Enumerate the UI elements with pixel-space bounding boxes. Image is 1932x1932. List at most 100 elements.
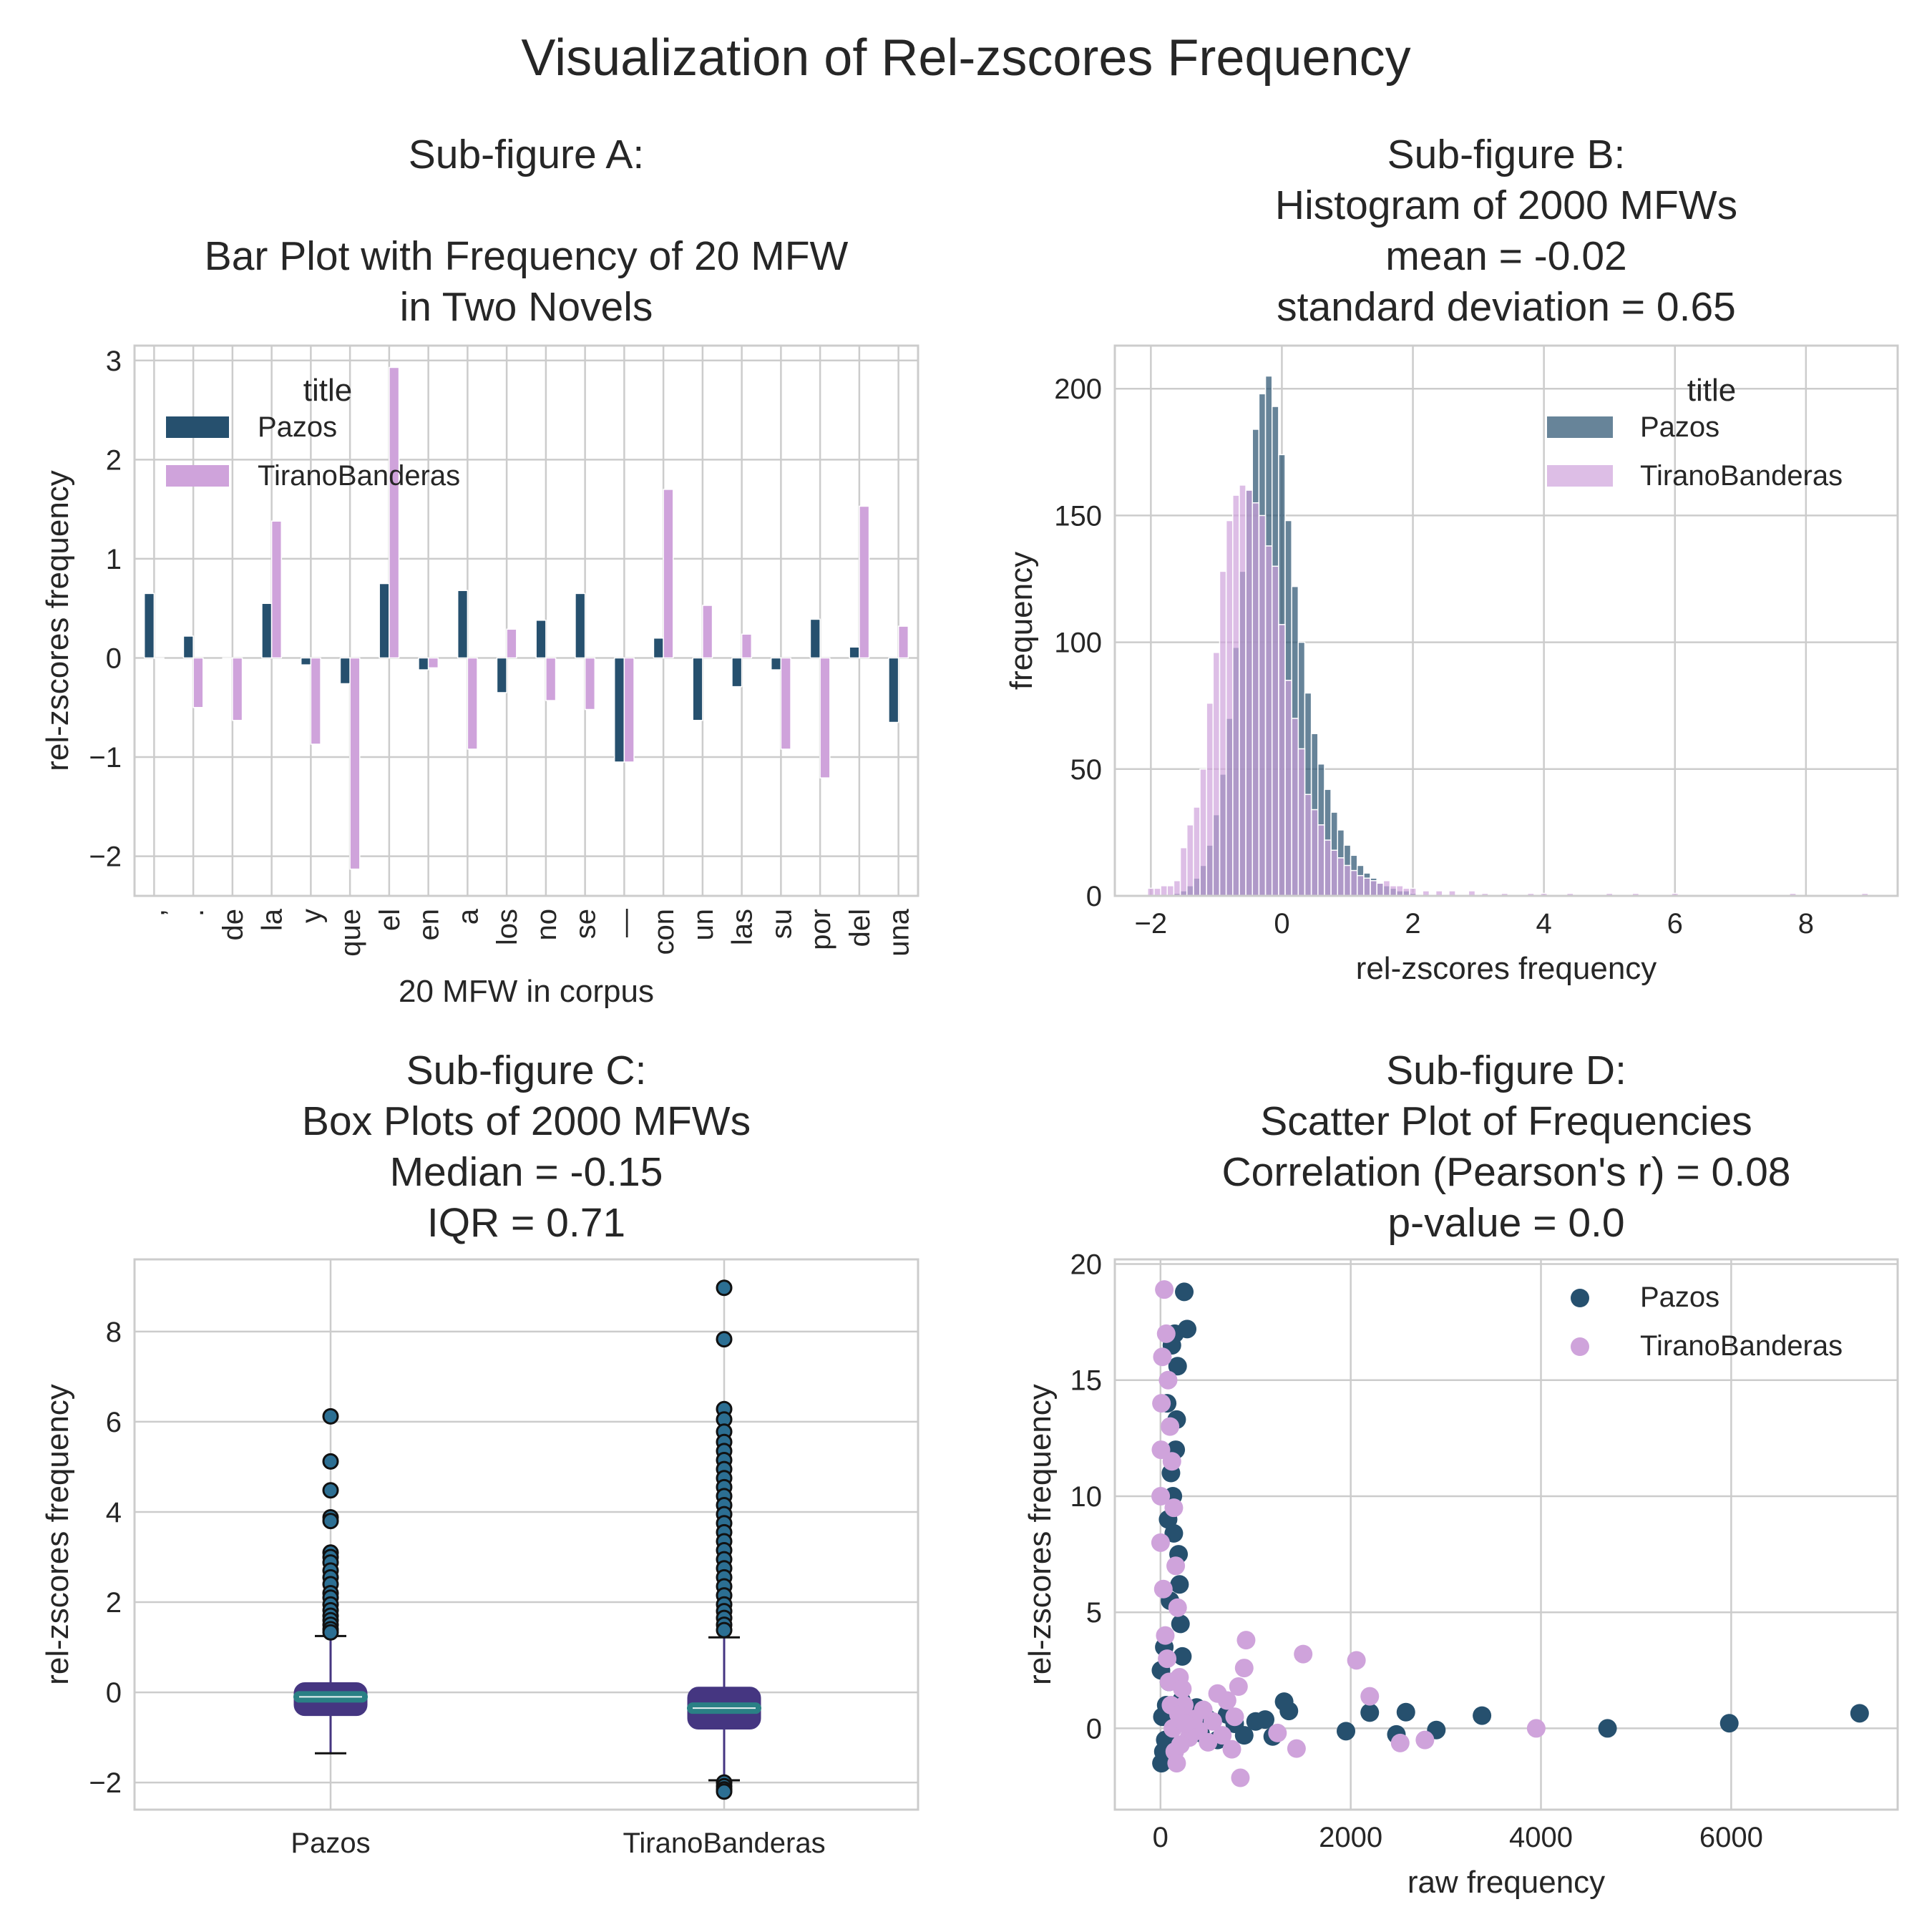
scatter-point-tiranobanderas [1526, 1719, 1546, 1738]
box-outlier [322, 1513, 339, 1530]
subplot-title-b-line-1: Histogram of 2000 MFWs [1275, 182, 1737, 228]
x-tick-label: , [139, 909, 170, 917]
bar-tiranobanderas [349, 657, 361, 870]
scatter-point-pazos [1152, 1754, 1171, 1773]
bar-pazos [653, 637, 664, 659]
x-tick-label: 6 [1667, 908, 1683, 940]
hist-bar-tiranobanderas [1245, 489, 1254, 897]
hist-bar-tiranobanderas [1363, 877, 1371, 897]
hist-bar-tiranobanderas [1356, 874, 1365, 897]
bar-pazos [535, 620, 547, 659]
bar-tiranobanderas [623, 657, 635, 763]
box-outlier [716, 1621, 733, 1639]
scatter-point-tiranobanderas [1173, 1679, 1192, 1699]
hist-bar-tiranobanderas [1291, 718, 1299, 897]
scatter-point-tiranobanderas [1156, 1626, 1175, 1645]
y-tick-label: 20 [1070, 1249, 1103, 1280]
scatter-point-pazos [1170, 1575, 1189, 1594]
scatter-point-tiranobanderas [1415, 1730, 1435, 1750]
y-axis-label: rel-zscores frequency [1023, 1384, 1058, 1685]
scatter-point-tiranobanderas [1166, 1556, 1186, 1576]
hist-bar-tiranobanderas [1199, 769, 1207, 897]
scatter-point-tiranobanderas [1168, 1598, 1187, 1617]
scatter-point-tiranobanderas [1208, 1684, 1227, 1703]
bar-pazos [496, 657, 507, 693]
figure-title: Visualization of Rel-zscores Frequency [521, 29, 1410, 87]
scatter-point-tiranobanderas [1360, 1687, 1380, 1706]
x-tick-label: el [374, 909, 406, 931]
subplot-b: Sub-figure B: Histogram of 2000 MFWs mean … [1004, 132, 1899, 986]
bar-pazos [339, 657, 351, 685]
bar-tiranobanderas [663, 489, 674, 659]
scatter-point-tiranobanderas [1176, 1714, 1195, 1733]
scatter-point-tiranobanderas [1151, 1486, 1171, 1506]
axes-frame [133, 1258, 919, 1811]
bar-pazos [888, 657, 899, 723]
x-tick-label: por [805, 909, 836, 950]
bar-tiranobanderas [584, 657, 596, 711]
legend-marker [1571, 1289, 1589, 1307]
hist-bar-tiranobanderas [1343, 864, 1352, 897]
hist-bar-tiranobanderas [1264, 545, 1273, 897]
bar-pazos [457, 590, 469, 659]
scatter-point-tiranobanderas [1229, 1677, 1248, 1697]
axes-frame [1113, 344, 1899, 897]
bar-tiranobanderas [859, 505, 870, 659]
x-tick-label: 8 [1798, 908, 1814, 940]
bar-pazos [809, 618, 821, 659]
subplot-title-d-line-1: Scatter Plot of Frequencies [1260, 1098, 1752, 1144]
axes-frame [1113, 1258, 1899, 1811]
subplot-title-c-line-2: Median = -0.15 [390, 1149, 663, 1195]
x-tick-label: −2 [1135, 908, 1168, 940]
x-tick-label: 2 [1405, 908, 1420, 940]
bar-tiranobanderas [270, 520, 283, 659]
scatter-point-tiranobanderas [1151, 1533, 1170, 1552]
hist-bar-tiranobanderas [1382, 879, 1391, 897]
scatter-point-pazos [1850, 1704, 1869, 1723]
box-outlier [322, 1407, 339, 1425]
x-tick-label: Pazos [291, 1828, 370, 1859]
y-tick-label: 200 [1054, 374, 1102, 405]
box-outlier [716, 1783, 733, 1800]
scatter-point-tiranobanderas [1268, 1723, 1287, 1742]
x-tick-label: en [414, 909, 445, 941]
hist-bar-tiranobanderas [1179, 847, 1188, 897]
scatter-point-tiranobanderas [1152, 1394, 1171, 1413]
scatter-point-tiranobanderas [1236, 1631, 1256, 1650]
scatter-point-tiranobanderas [1158, 1370, 1178, 1390]
hist-bar-tiranobanderas [1186, 824, 1194, 897]
box-outlier [322, 1482, 339, 1499]
bar-tiranobanderas [545, 657, 557, 701]
box-outlier [716, 1331, 733, 1348]
subplot-title-d-line-3: p-value = 0.0 [1387, 1200, 1624, 1246]
x-tick-label: a [452, 908, 484, 924]
scatter-point-pazos [1719, 1714, 1739, 1733]
y-axis-label: frequency [1004, 552, 1039, 690]
x-tick-label: del [844, 909, 876, 947]
hist-bar-tiranobanderas [1317, 824, 1325, 897]
subplot-title-c-line-3: IQR = 0.71 [427, 1200, 625, 1246]
x-tick-label: las [727, 909, 758, 945]
bar-pazos [300, 657, 312, 665]
scatter-point-pazos [1337, 1722, 1356, 1741]
y-tick-label: 3 [106, 346, 122, 377]
legend-label: Pazos [258, 411, 337, 443]
subplot-title-a-line-2: Bar Plot with Frequency of 20 MFW [205, 233, 849, 279]
hist-bar-tiranobanderas [1337, 857, 1345, 897]
scatter-point-tiranobanderas [1171, 1735, 1190, 1755]
legend-swatch [1547, 416, 1613, 438]
hist-bar-tiranobanderas [1252, 502, 1260, 897]
x-tick-label: 4 [1536, 908, 1552, 940]
subplot-title-d-line-0: Sub-figure D: [1386, 1048, 1626, 1093]
subplot-title-a-line-0: Sub-figure A: [409, 132, 645, 177]
hist-bar-tiranobanderas [1402, 887, 1410, 897]
scatter-point-tiranobanderas [1153, 1347, 1172, 1367]
scatter-point-tiranobanderas [1167, 1754, 1186, 1773]
hist-bar-tiranobanderas [1297, 748, 1306, 897]
bar-pazos [418, 657, 429, 670]
hist-bar-tiranobanderas [1330, 849, 1339, 897]
bar-pazos [692, 657, 703, 721]
hist-bar-tiranobanderas [1284, 680, 1292, 897]
y-tick-label: 15 [1070, 1365, 1103, 1397]
